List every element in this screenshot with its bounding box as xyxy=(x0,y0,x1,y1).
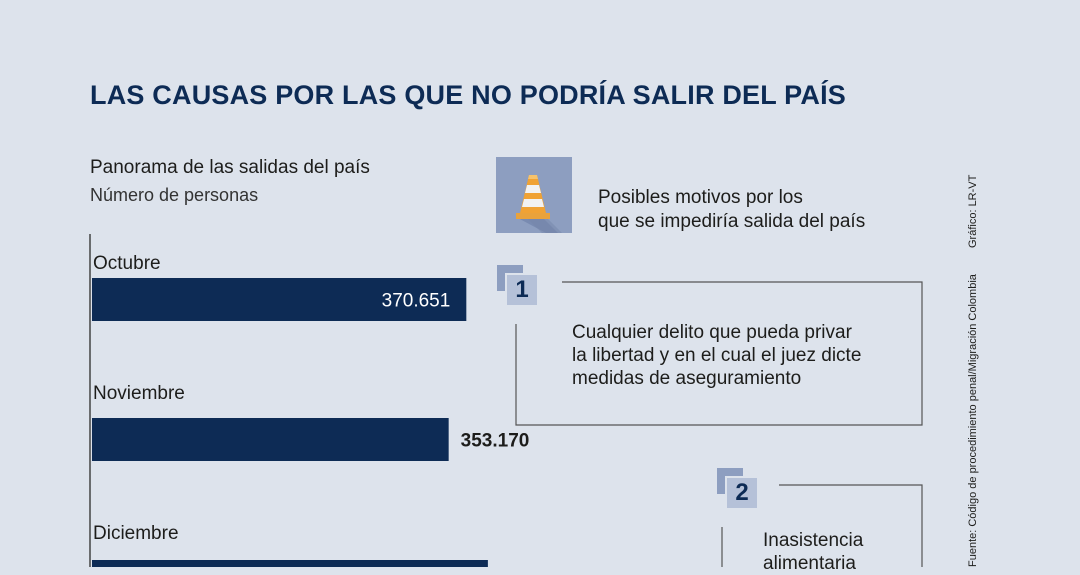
bar-value-label: 353.170 xyxy=(461,431,530,452)
graphic-credit: Gráfico: LR-VT xyxy=(967,174,979,248)
motive-description: Cualquier delito que pueda privar la lib… xyxy=(572,321,861,390)
category-label: Octubre xyxy=(93,253,161,274)
bar-value-label: 370.651 xyxy=(382,291,451,312)
motive-text-line: alimentaria xyxy=(763,553,856,574)
motive-text-line: Inasistencia xyxy=(763,530,864,551)
motive-text-line: medidas de aseguramiento xyxy=(572,368,802,389)
motive-text-line: Cualquier delito que pueda privar xyxy=(572,322,852,343)
source-note: Fuente: Código de procedimiento penal/Mi… xyxy=(967,274,979,567)
motive-text-line: la libertad y en el cual el juez dicte xyxy=(572,345,862,366)
page-title: LAS CAUSAS POR LAS QUE NO PODRÍA SALIR D… xyxy=(90,80,846,110)
motive-frame xyxy=(515,281,923,426)
bar xyxy=(92,560,488,567)
motive-description: Inasistencia alimentaria xyxy=(763,529,863,575)
motive-number-badge: 2 xyxy=(717,468,761,512)
motive-frame xyxy=(721,484,923,567)
chart-subtitle: Panorama de las salidas del país xyxy=(90,157,370,178)
traffic-cone-icon xyxy=(496,157,572,233)
salidas-bar-chart: Octubre 370.651 Noviembre 353.170 Diciembre xyxy=(89,234,530,567)
motives-heading-line: Posibles motivos por los xyxy=(598,187,803,208)
motives-heading-line: que se impediría salida del país xyxy=(598,211,866,232)
category-label: Noviembre xyxy=(93,383,185,404)
motive-number-badge: 1 xyxy=(497,265,541,309)
motive-number: 2 xyxy=(725,476,759,510)
category-label: Diciembre xyxy=(93,523,179,544)
bar xyxy=(92,278,467,321)
chart-unit-label: Número de personas xyxy=(90,185,259,205)
motives-heading: Posibles motivos por los que se impedirí… xyxy=(598,186,865,234)
bar xyxy=(92,418,449,461)
motive-number: 1 xyxy=(505,273,539,307)
